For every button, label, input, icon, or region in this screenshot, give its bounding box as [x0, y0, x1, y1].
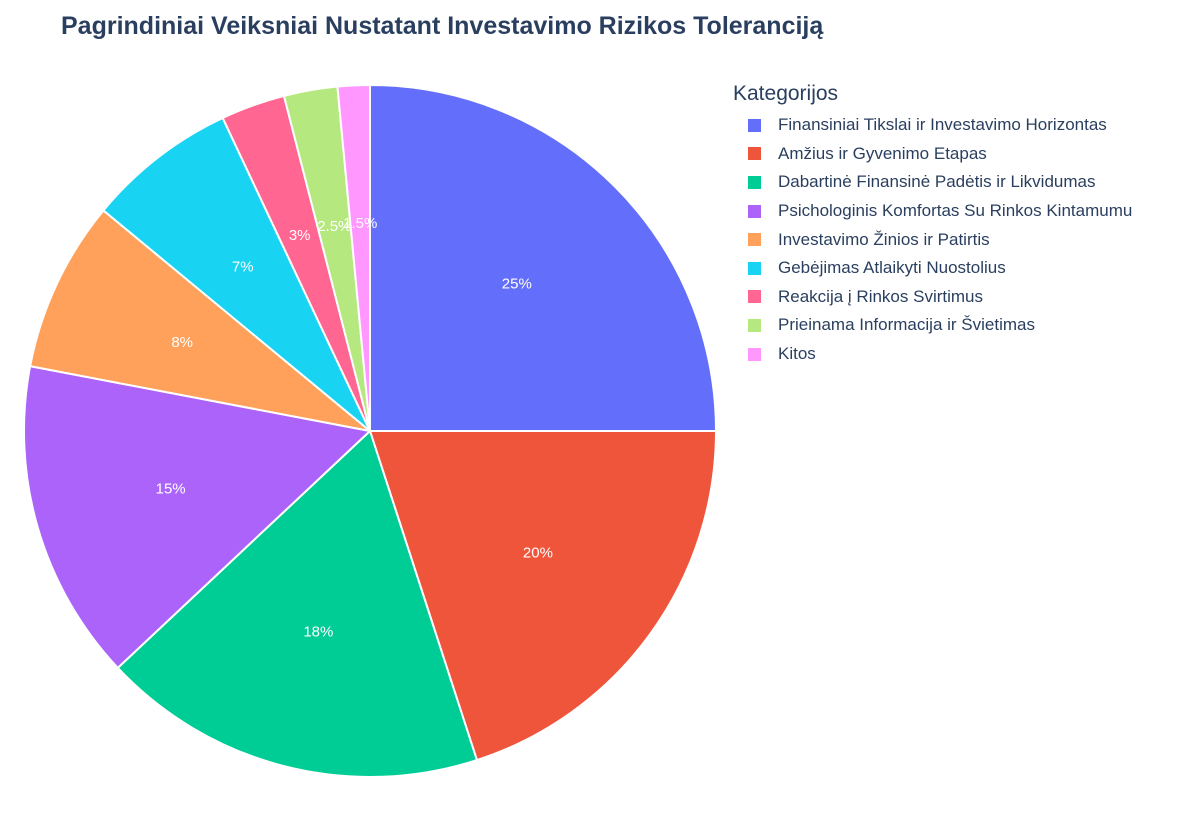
legend-title: Kategorijos	[733, 82, 839, 105]
legend-swatch	[748, 233, 761, 247]
legend-item[interactable]: Finansiniai Tikslai ir Investavimo Horiz…	[733, 111, 1193, 140]
legend-item[interactable]: Dabartinė Finansinė Padėtis ir Likviduma…	[733, 168, 1193, 197]
slice-label: 25%	[502, 276, 532, 293]
legend-item[interactable]: Amžius ir Gyvenimo Etapas	[733, 140, 1193, 169]
pie-slice[interactable]	[369, 83, 718, 432]
pie-slice[interactable]	[368, 430, 718, 762]
legend-swatch	[748, 204, 761, 218]
legend-swatch	[748, 318, 761, 332]
legend-item[interactable]: Prieinama Informacija ir Švietimas	[733, 311, 1193, 340]
pie-slice[interactable]	[116, 429, 479, 778]
legend-label: Gebėjimas Atlaikyti Nuostolius	[778, 258, 1006, 278]
pie-slice[interactable]	[28, 209, 371, 432]
legend-label: Reakcija į Rinkos Svirtimus	[778, 286, 983, 306]
pie-slice-labels: 25% 20% 18% 15% 8% 7% 3% 2.5%1.5%	[156, 215, 553, 640]
legend-item[interactable]: Kitos	[733, 340, 1193, 369]
legend-item[interactable]: Gebėjimas Atlaikyti Nuostolius	[733, 254, 1193, 283]
slice-label: 7%	[232, 258, 254, 275]
legend-label: Dabartinė Finansinė Padėtis ir Likviduma…	[778, 172, 1096, 192]
legend-item[interactable]: Investavimo Žinios ir Patirtis	[733, 225, 1193, 254]
legend-swatch	[748, 290, 761, 304]
pie-slices	[23, 83, 718, 778]
slice-label: 15%	[156, 480, 186, 497]
pie-slice[interactable]	[101, 116, 371, 432]
pie-slice[interactable]	[336, 83, 371, 432]
legend: Kategorijos Finansiniai Tikslai ir Inves…	[733, 82, 1193, 368]
legend-swatch	[748, 118, 761, 132]
legend-item[interactable]: Psichologinis Komfortas Su Rinkos Kintam…	[733, 197, 1193, 226]
slice-label: 18%	[303, 624, 333, 641]
legend-label: Investavimo Žinios ir Patirtis	[778, 229, 990, 249]
legend-label: Amžius ir Gyvenimo Etapas	[778, 143, 987, 163]
legend-label: Prieinama Informacija ir Švietimas	[778, 315, 1035, 335]
slice-label: 8%	[171, 334, 193, 351]
legend-label: Psichologinis Komfortas Su Rinkos Kintam…	[778, 201, 1133, 221]
slice-label: 1.5%	[343, 215, 377, 232]
chart-title: Pagrindiniai Veiksniai Nustatant Investa…	[61, 12, 824, 40]
slice-label: 20%	[523, 545, 553, 562]
legend-label: Kitos	[778, 344, 816, 364]
legend-swatch	[748, 147, 761, 161]
legend-swatch	[748, 347, 761, 361]
legend-swatch	[748, 261, 761, 275]
slice-label: 2.5%	[317, 218, 351, 235]
pie-slice[interactable]	[23, 364, 373, 670]
legend-item[interactable]: Reakcija į Rinkos Svirtimus	[733, 283, 1193, 312]
legend-swatch	[748, 175, 761, 189]
legend-items: Finansiniai Tikslai ir Investavimo Horiz…	[733, 111, 1193, 368]
slice-label: 3%	[289, 227, 311, 244]
legend-label: Finansiniai Tikslai ir Investavimo Horiz…	[778, 115, 1107, 135]
